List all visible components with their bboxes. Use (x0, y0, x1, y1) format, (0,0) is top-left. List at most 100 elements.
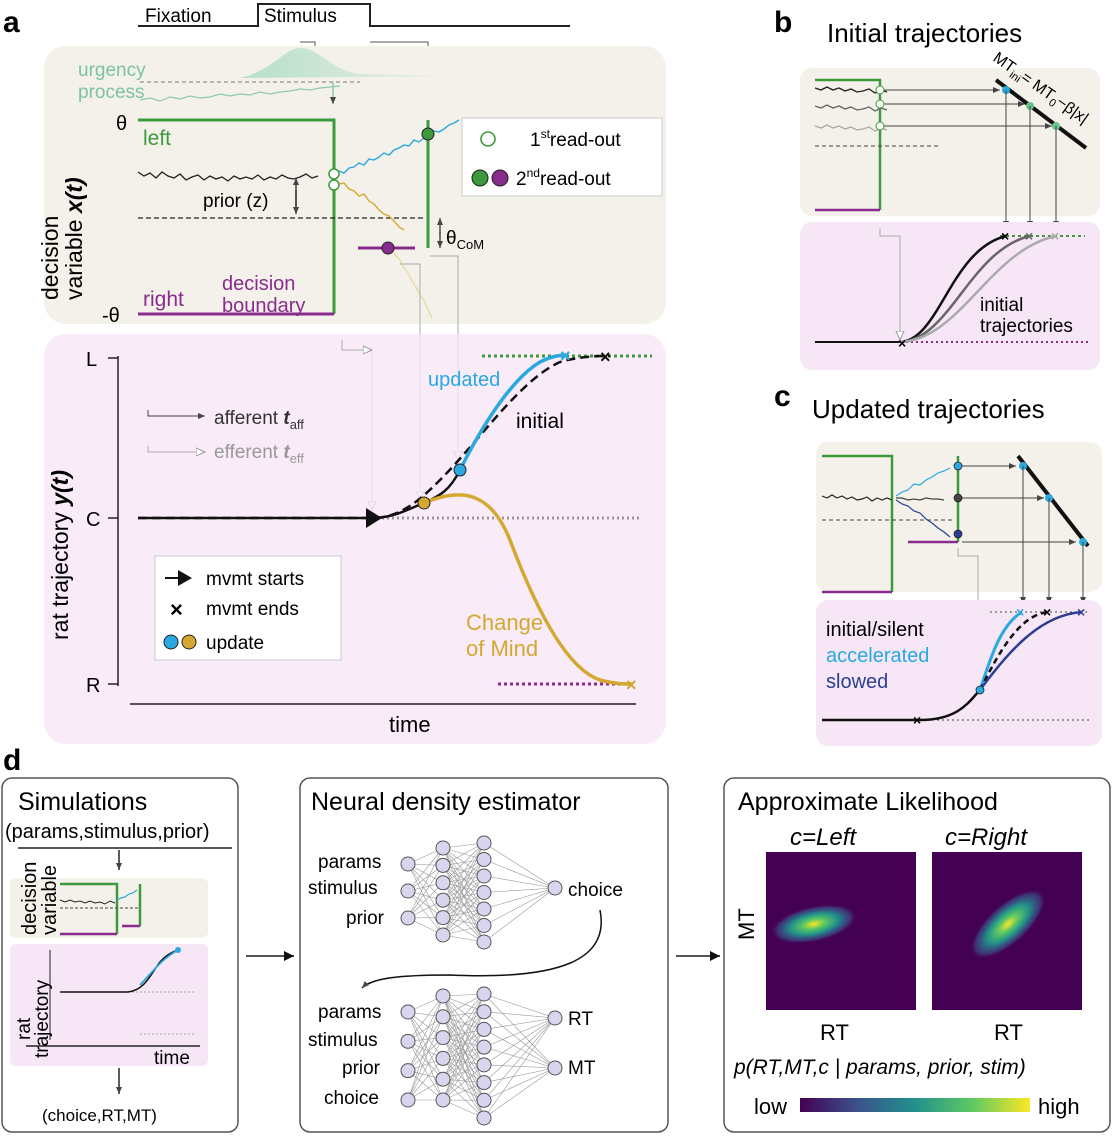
network-node (435, 988, 451, 1004)
network-node (547, 1010, 563, 1026)
panel-b-top-box (800, 68, 1100, 216)
svg-text:afferent taff: afferent taff (214, 408, 304, 432)
panel-c-legend-initial: initial/silent (826, 619, 924, 641)
network-node (435, 857, 451, 873)
panel-label-b: b (774, 6, 792, 39)
second-readout-purple (381, 241, 395, 255)
svg-text:Simulations: Simulations (18, 788, 147, 816)
svg-text:choice: choice (324, 1088, 379, 1109)
trajectories: × × × updated initial Change of Mind (138, 346, 652, 695)
network-node (435, 1071, 451, 1087)
svg-text:variable x(t): variable x(t) (61, 177, 87, 300)
svg-text:Approximate Likelihood: Approximate Likelihood (738, 788, 998, 816)
tick-L: L (86, 349, 97, 371)
urgency-label-1: urgency (78, 60, 146, 81)
network-node (435, 1092, 451, 1108)
theta-com-label: θCoM (446, 228, 484, 252)
svg-text:params: params (318, 852, 381, 873)
network-node (547, 1060, 563, 1076)
network-node (476, 901, 492, 917)
second-readout-green (421, 127, 435, 141)
network-node (435, 840, 451, 856)
nde-labels: params stimulus prior choice params stim… (308, 852, 623, 1109)
panel-c-title: Updated trajectories (812, 394, 1045, 424)
neg-theta-label: -θ (102, 305, 120, 327)
svg-text:×: × (560, 346, 571, 366)
urgency-label-2: process (78, 82, 145, 103)
trajectory-axes: L C R time (86, 349, 636, 737)
svg-text:decision: decision (19, 862, 41, 935)
network-node (435, 892, 451, 908)
prior-label: prior (z) (203, 191, 268, 212)
svg-text:high: high (1038, 1094, 1080, 1119)
delay-legend: afferent taff efferent teff (147, 408, 304, 466)
neural-density-box (299, 777, 669, 1133)
svg-text:mvmt starts: mvmt starts (206, 569, 304, 590)
network-node (400, 1004, 416, 1020)
ylabel-decision-variable: decision variable x(t) (37, 177, 87, 300)
tick-C: C (86, 509, 100, 531)
panel-b-label-2: trajectories (980, 316, 1073, 337)
panel-label-c: c (774, 380, 791, 413)
network-node (476, 1092, 492, 1108)
svg-text:(choice,RT,MT): (choice,RT,MT) (42, 1106, 157, 1125)
svg-text:×: × (170, 597, 183, 622)
panel-b-bottom-box (800, 222, 1100, 370)
svg-text:×: × (600, 347, 611, 367)
svg-text:RT: RT (568, 1009, 593, 1030)
decision-bounds: θ -θ left right decision boundary (102, 113, 430, 327)
first-readout-marker-1 (328, 168, 340, 180)
panel-label-a: a (3, 6, 20, 39)
svg-text:×: × (1001, 228, 1009, 244)
decision-boundary-2: boundary (222, 295, 305, 317)
network-node (476, 885, 492, 900)
movement-legend: mvmt starts × mvmt ends update (154, 555, 342, 661)
panel-c-legend-accelerated: accelerated (826, 645, 929, 667)
ylabel-rat-trajectory: rat trajectory y(t) (47, 470, 73, 640)
network-node (476, 1057, 492, 1073)
xlabel-time: time (389, 712, 431, 737)
svg-text:×: × (1077, 604, 1085, 620)
network-1 (400, 835, 563, 950)
colorbar (800, 1098, 1030, 1112)
network-node (400, 883, 416, 899)
com-label-1: Change (466, 610, 543, 635)
svg-text:prior: prior (346, 908, 385, 929)
nde-title: Neural density estimator (311, 788, 581, 816)
svg-text:decision: decision (37, 216, 63, 300)
svg-text:c=Right: c=Right (945, 824, 1028, 851)
svg-text:2ndread-out: 2ndread-out (516, 166, 611, 190)
svg-text:×: × (1025, 228, 1033, 244)
theta-label: θ (116, 113, 127, 135)
svg-text:update: update (206, 633, 264, 654)
svg-text:choice: choice (568, 880, 623, 901)
tick-R: R (86, 675, 100, 697)
network-node (400, 1063, 416, 1079)
network-node (435, 910, 451, 926)
network-node (476, 1075, 492, 1091)
evidence-trace: prior (z) θCoM (137, 119, 484, 319)
likelihood-content: Approximate Likelihood c=Left c=Right MT… (733, 788, 1082, 1119)
urgency-process: urgency process (78, 48, 470, 104)
com-label-2: of Mind (466, 636, 538, 661)
panel-b-label-1: initial (980, 295, 1023, 316)
panel-b-bottom: × × × × initial trajectories (815, 228, 1090, 351)
svg-text:params: params (318, 1002, 381, 1023)
network-node (400, 1033, 416, 1049)
network-node (476, 918, 492, 933)
svg-text:c=Left: c=Left (790, 824, 857, 851)
svg-text:rat: rat (14, 1017, 35, 1040)
decision-variable-panel (44, 46, 666, 324)
svg-text:stimulus: stimulus (308, 878, 378, 899)
network-node (476, 986, 492, 1002)
network-node (435, 1009, 451, 1025)
svg-text:time: time (154, 1048, 190, 1069)
svg-text:×: × (1016, 604, 1024, 620)
svg-text:prior: prior (342, 1058, 381, 1079)
svg-text:variable: variable (39, 865, 61, 935)
panel-b-title: Initial trajectories (827, 18, 1022, 48)
svg-text:efferent teff: efferent teff (214, 442, 304, 466)
network-node (435, 927, 451, 943)
network-node (476, 1110, 492, 1126)
svg-text:×: × (1051, 228, 1059, 244)
